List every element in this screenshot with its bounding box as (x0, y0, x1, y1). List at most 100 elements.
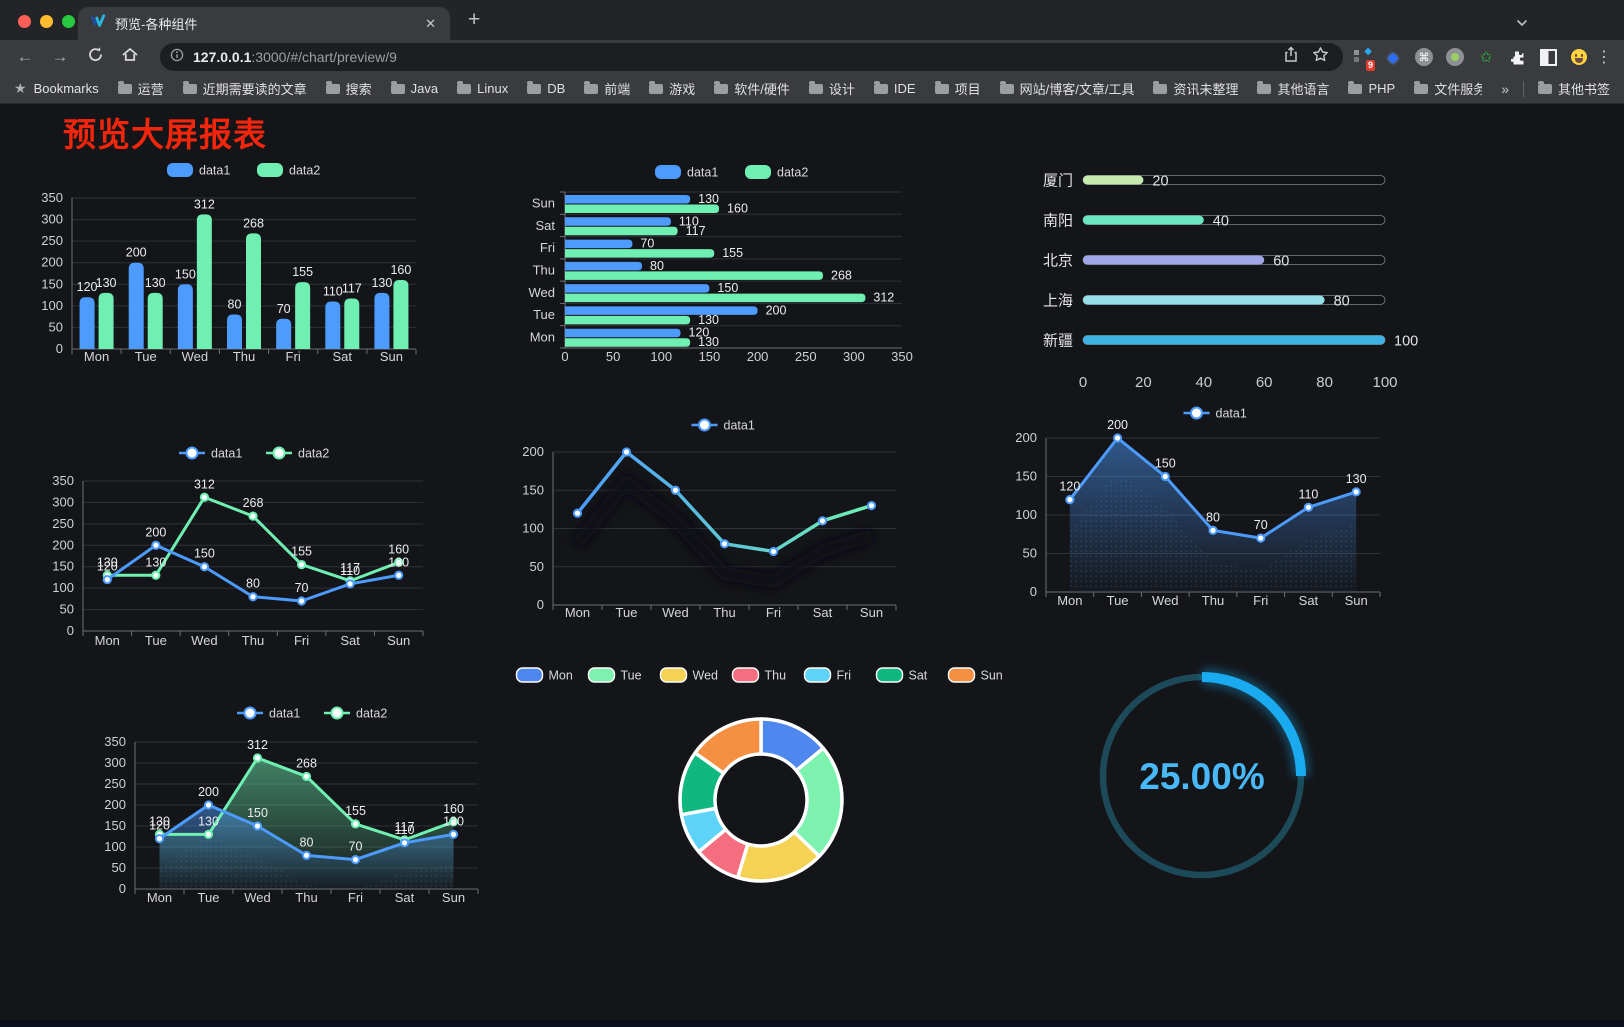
legend-item[interactable]: Thu (731, 667, 787, 683)
reload-icon[interactable] (82, 46, 108, 68)
back-icon[interactable]: ← (16, 47, 34, 66)
extension-dot-icon[interactable] (1446, 48, 1464, 66)
legend-item[interactable]: Wed (659, 667, 719, 683)
legend-item[interactable]: data1 (179, 446, 242, 461)
share-icon[interactable] (1284, 46, 1298, 68)
bookmarks-bar: ★ Bookmarks 运营 近期需要读的文章 搜索 Java Linux DB 前端 游戏软… (0, 74, 1624, 104)
legend-item[interactable]: Tue (587, 667, 642, 683)
svg-text:160: 160 (443, 802, 464, 816)
bookmark-folder-item[interactable]: 资讯未整理 (1153, 79, 1238, 98)
legend-item[interactable]: data2 (266, 446, 329, 461)
svg-text:0: 0 (1079, 374, 1087, 391)
svg-text:Fri: Fri (837, 669, 852, 683)
address-bar[interactable]: 127.0.0.1:3000/#/chart/preview/9 (160, 43, 1343, 71)
svg-text:200: 200 (145, 525, 166, 539)
extension-star-icon[interactable]: ✩ (1479, 49, 1493, 66)
svg-text:200: 200 (52, 537, 74, 552)
bookmark-folder-item[interactable]: 运营 (117, 79, 164, 98)
legend-item[interactable]: data2 (745, 165, 808, 180)
maximize-window-button[interactable] (62, 15, 75, 28)
chart-line-gradient: data1 0 50 100 150 200 Mon Tue Wed Thu Fri Sat Sun (522, 418, 897, 620)
other-bookmarks[interactable]: 其他书签 (1537, 79, 1610, 98)
extension-gem-icon[interactable]: ◆ (1387, 48, 1399, 65)
legend-item[interactable]: data1 (167, 163, 230, 178)
svg-text:160: 160 (727, 202, 748, 216)
svg-text:300: 300 (843, 349, 865, 364)
extension-darkreader-icon[interactable] (1539, 48, 1557, 66)
bookmark-folder-item[interactable]: DB (527, 80, 565, 96)
svg-text:80: 80 (228, 297, 242, 311)
bookmarks-overflow-chevron[interactable]: » (1501, 80, 1509, 97)
extension-badge: 9 (1365, 60, 1375, 71)
svg-text:data2: data2 (298, 447, 329, 461)
bookmark-folder-item[interactable]: 设计 (808, 79, 855, 98)
legend-item[interactable]: Mon (515, 667, 573, 683)
home-icon[interactable] (117, 46, 143, 68)
bookmark-folder-item[interactable]: 游戏 (649, 79, 695, 98)
svg-text:130: 130 (97, 555, 118, 569)
svg-text:Sat: Sat (535, 218, 555, 233)
legend-item[interactable]: data1 (655, 165, 718, 180)
svg-text:350: 350 (52, 473, 74, 488)
bookmark-folder-item[interactable]: IDE (873, 80, 916, 96)
svg-text:Thu: Thu (233, 349, 255, 364)
folder-icon (714, 80, 729, 94)
bookmark-folder-item[interactable]: 软件/硬件 (714, 79, 790, 98)
tab-close-icon[interactable]: ✕ (425, 15, 436, 31)
bookmark-folder-item[interactable]: 前端 (584, 79, 630, 98)
bookmark-folder-item[interactable]: 近期需要读的文章 (182, 79, 307, 98)
minimize-window-button[interactable] (40, 15, 53, 28)
svg-text:60: 60 (1256, 374, 1273, 391)
folder-icon (1537, 80, 1552, 94)
svg-text:Fri: Fri (540, 240, 555, 255)
legend-item[interactable]: data1 (1183, 406, 1247, 421)
legend-item[interactable]: data1 (691, 418, 755, 433)
close-window-button[interactable] (18, 15, 31, 28)
svg-text:155: 155 (722, 246, 743, 260)
legend-item[interactable]: Sun (947, 667, 1003, 683)
svg-text:80: 80 (1316, 374, 1333, 391)
browser-tab[interactable]: 预览-各种组件 ✕ (78, 7, 450, 40)
svg-text:100: 100 (1015, 507, 1037, 522)
svg-text:data1: data1 (1216, 407, 1247, 421)
svg-text:Fri: Fri (348, 890, 363, 905)
tab-search-chevron-icon[interactable] (1516, 14, 1528, 32)
svg-text:200: 200 (1107, 418, 1128, 432)
svg-text:200: 200 (766, 303, 787, 317)
site-info-icon[interactable] (170, 48, 184, 67)
svg-text:130: 130 (698, 335, 719, 349)
svg-text:Wed: Wed (529, 285, 556, 300)
svg-text:150: 150 (699, 349, 721, 364)
bookmark-folder-item[interactable]: 搜索 (325, 79, 372, 98)
extension-emoji-icon[interactable] (1570, 48, 1588, 66)
extension-command-icon[interactable]: ⌘ (1415, 48, 1433, 66)
extension-grid-icon[interactable]: ◆ 9 (1353, 46, 1375, 71)
svg-text:Fri: Fri (294, 633, 309, 648)
bookmark-folder-item[interactable]: 其他语言 (1257, 79, 1329, 98)
bookmark-folder-item[interactable]: PHP (1348, 80, 1395, 96)
legend-item[interactable]: Sat (875, 667, 928, 683)
legend-item[interactable]: data2 (257, 163, 320, 178)
donut-slice-Sun (693, 717, 763, 775)
bookmark-folder-item[interactable]: 网站/博客/文章/工具 (999, 79, 1134, 98)
bookmarks-label: Bookmarks (33, 81, 99, 96)
svg-text:Wed: Wed (1152, 593, 1179, 608)
svg-text:0: 0 (537, 597, 544, 612)
bookmark-folder-item[interactable]: Java (390, 80, 438, 96)
folder-icon (584, 80, 599, 94)
bookmark-folder-item[interactable]: Linux (457, 80, 508, 96)
window-controls[interactable] (18, 15, 75, 28)
legend-item[interactable]: data1 (237, 706, 300, 721)
browser-menu-icon[interactable]: ⋮ (1596, 49, 1612, 66)
bookmark-star-icon[interactable] (1312, 46, 1329, 68)
svg-text:100: 100 (52, 580, 74, 595)
bookmarks-root[interactable]: ★ Bookmarks (14, 80, 99, 97)
legend-item[interactable]: Fri (803, 667, 852, 683)
bookmark-folder-item[interactable]: 项目 (934, 79, 981, 98)
bookmark-folder-item[interactable]: 文件服务器 (1414, 79, 1482, 98)
new-tab-button[interactable]: + (468, 8, 481, 31)
svg-text:Sat: Sat (1299, 593, 1319, 608)
extensions-puzzle-icon[interactable] (1508, 48, 1526, 66)
legend-item[interactable]: data2 (324, 706, 387, 721)
forward-icon[interactable]: → (51, 47, 69, 66)
